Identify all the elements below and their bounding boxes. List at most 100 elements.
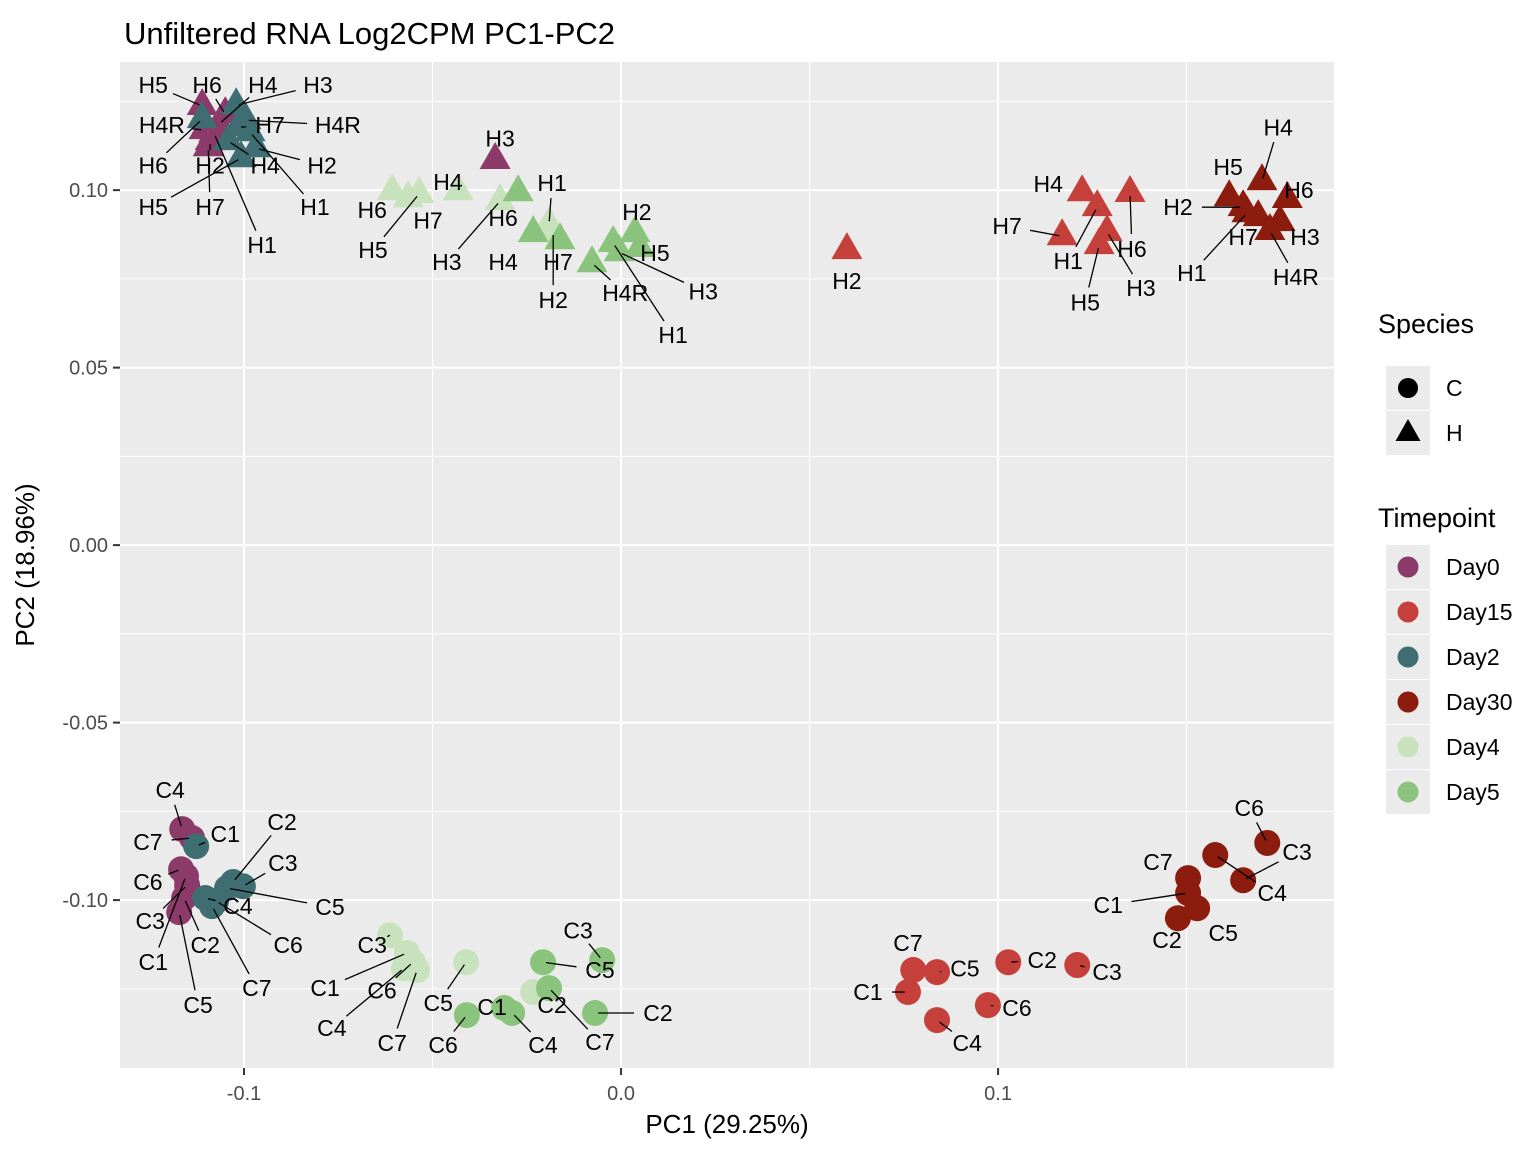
point-label-Day15-H2: H2 xyxy=(832,268,861,294)
point-label-Day15-H3: H3 xyxy=(1126,275,1155,301)
point-label-Day2-H4: H4 xyxy=(250,152,280,178)
point-label-Day2-C5: C5 xyxy=(315,894,344,920)
legend: SpeciesCHTimepointDay0Day15Day2Day30Day4… xyxy=(1378,309,1512,814)
point-label-Day30-C2: C2 xyxy=(1152,927,1181,953)
chart-title: Unfiltered RNA Log2CPM PC1-PC2 xyxy=(124,16,615,51)
point-label-Day2-C6: C6 xyxy=(273,932,302,958)
point-label-Day5-C4: C4 xyxy=(528,1032,558,1058)
point-label-Day30-H3: H3 xyxy=(1290,224,1319,250)
point-label-Day30-H6: H6 xyxy=(1284,177,1313,203)
data-point-circle-Day5-C5 xyxy=(530,949,556,975)
y-tick-label: -0.10 xyxy=(62,890,108,912)
point-label-Day30-H1: H1 xyxy=(1177,260,1206,286)
point-label-Day4-H1: H1 xyxy=(537,170,566,196)
point-label-Day0-C1: C1 xyxy=(138,949,167,975)
point-label-Day2-C4: C4 xyxy=(223,893,253,919)
data-point-circle-Day4-C5 xyxy=(453,949,479,975)
data-point-circle-Day2-C7 xyxy=(199,893,225,919)
point-label-Day15-H4: H4 xyxy=(1034,171,1064,197)
point-label-Day2-H4R: H4R xyxy=(315,112,361,138)
point-label-Day5-C1: C1 xyxy=(477,994,506,1020)
point-label-Day30-C5: C5 xyxy=(1208,920,1237,946)
legend-swatch-Day4 xyxy=(1398,737,1419,758)
point-label-Day5-H3: H3 xyxy=(689,278,718,304)
point-label-Day4-C4: C4 xyxy=(317,1015,347,1041)
point-label-Day4-C5: C5 xyxy=(424,990,453,1016)
point-label-Day0-H1: H1 xyxy=(247,232,276,258)
legend-swatch-Day30 xyxy=(1398,692,1419,713)
point-label-Day0-H7: H7 xyxy=(195,194,224,220)
point-label-Day2-H6: H6 xyxy=(138,152,167,178)
point-label-Day30-C4: C4 xyxy=(1257,880,1287,906)
point-label-Day30-H4R: H4R xyxy=(1273,264,1319,290)
point-label-Day0-H6: H6 xyxy=(192,72,221,98)
point-label-Day30-H5: H5 xyxy=(1213,154,1242,180)
y-axis-title: PC2 (18.96%) xyxy=(10,483,40,646)
point-label-Day4-H3: H3 xyxy=(432,249,461,275)
data-point-circle-Day30-C6 xyxy=(1254,830,1280,856)
data-point-circle-Day15-C6 xyxy=(975,992,1001,1018)
data-point-circle-Day30-C4 xyxy=(1202,842,1228,868)
x-tick-label: 0.0 xyxy=(607,1083,635,1105)
legend-species-title: Species xyxy=(1378,309,1474,339)
point-label-Day5-C3: C3 xyxy=(563,917,592,943)
point-label-Day4-C1: C1 xyxy=(310,975,339,1001)
point-label-Day4-C3: C3 xyxy=(358,932,387,958)
legend-timepoint-label-Day0: Day0 xyxy=(1446,554,1500,580)
point-label-Day4-H2: H2 xyxy=(538,287,567,313)
point-label-Day0-C2: C2 xyxy=(191,932,220,958)
point-label-Day5-H2: H2 xyxy=(622,199,651,225)
legend-timepoint-label-Day2: Day2 xyxy=(1446,644,1500,670)
point-label-Day5-C2: C2 xyxy=(643,1000,672,1026)
point-label-Day5-C7: C7 xyxy=(585,1029,614,1055)
point-label-Day30-C1: C1 xyxy=(1093,892,1122,918)
point-label-Day5-H7: H7 xyxy=(543,249,572,275)
point-label-Day5-C5: C5 xyxy=(585,957,614,983)
y-tick-label: 0.05 xyxy=(69,358,108,380)
point-label-Day4-H6: H6 xyxy=(358,197,387,223)
legend-timepoint-label-Day15: Day15 xyxy=(1446,599,1512,625)
point-label-Day30-C7: C7 xyxy=(1143,849,1172,875)
point-label-Day30-C6: C6 xyxy=(1234,795,1263,821)
point-label-Day2-H7: H7 xyxy=(255,112,284,138)
point-label-Day15-C4: C4 xyxy=(952,1030,982,1056)
point-label-Day5-C6: C6 xyxy=(428,1032,457,1058)
data-point-circle-Day15-C7 xyxy=(900,957,926,983)
point-label-Day15-C6: C6 xyxy=(1002,995,1031,1021)
point-label-Day2-C1: C1 xyxy=(210,821,239,847)
point-label-Day15-C5: C5 xyxy=(950,955,979,981)
legend-swatch-Day15 xyxy=(1398,602,1419,623)
point-label-Day30-C3: C3 xyxy=(1282,839,1311,865)
point-label-Day15-H6: H6 xyxy=(1117,236,1146,262)
point-label-Day2-C2: C2 xyxy=(267,809,296,835)
point-label-Day15-H7: H7 xyxy=(992,213,1021,239)
data-point-circle-Day4-C7 xyxy=(404,957,430,983)
x-tick-label: -0.1 xyxy=(227,1083,261,1105)
y-tick-label: -0.05 xyxy=(62,713,108,735)
data-point-circle-Day15-C4 xyxy=(924,1007,950,1033)
point-label-Day15-C7: C7 xyxy=(893,930,922,956)
point-label-Day2-H1: H1 xyxy=(300,194,329,220)
point-label-Day5-H5: H5 xyxy=(640,240,669,266)
legend-species-label-C: C xyxy=(1446,375,1463,401)
point-label-Day0-C3: C3 xyxy=(135,908,164,934)
point-label-Day5-H4: H4 xyxy=(488,249,518,275)
data-point-circle-Day15-C5 xyxy=(924,959,950,985)
point-label-Day0-H2: H2 xyxy=(195,152,224,178)
data-point-circle-Day0-C5 xyxy=(166,899,192,925)
point-label-Day0-H4R: H4R xyxy=(139,112,185,138)
point-label-Day30-H2: H2 xyxy=(1163,194,1192,220)
point-label-Day30-H7: H7 xyxy=(1228,224,1257,250)
point-label-Day5-H4R: H4R xyxy=(602,280,648,306)
x-axis-title: PC1 (29.25%) xyxy=(645,1109,808,1139)
point-label-Day4-H5: H5 xyxy=(358,237,387,263)
point-label-Day15-C2: C2 xyxy=(1027,947,1056,973)
point-label-Day0-H3: H3 xyxy=(485,125,514,151)
point-label-Day4-C2: C2 xyxy=(537,992,566,1018)
point-label-Day4-C7: C7 xyxy=(378,1030,407,1056)
legend-swatch-Day0 xyxy=(1398,557,1419,578)
x-tick-label: 0.1 xyxy=(984,1083,1012,1105)
legend-timepoint-label-Day30: Day30 xyxy=(1446,689,1512,715)
